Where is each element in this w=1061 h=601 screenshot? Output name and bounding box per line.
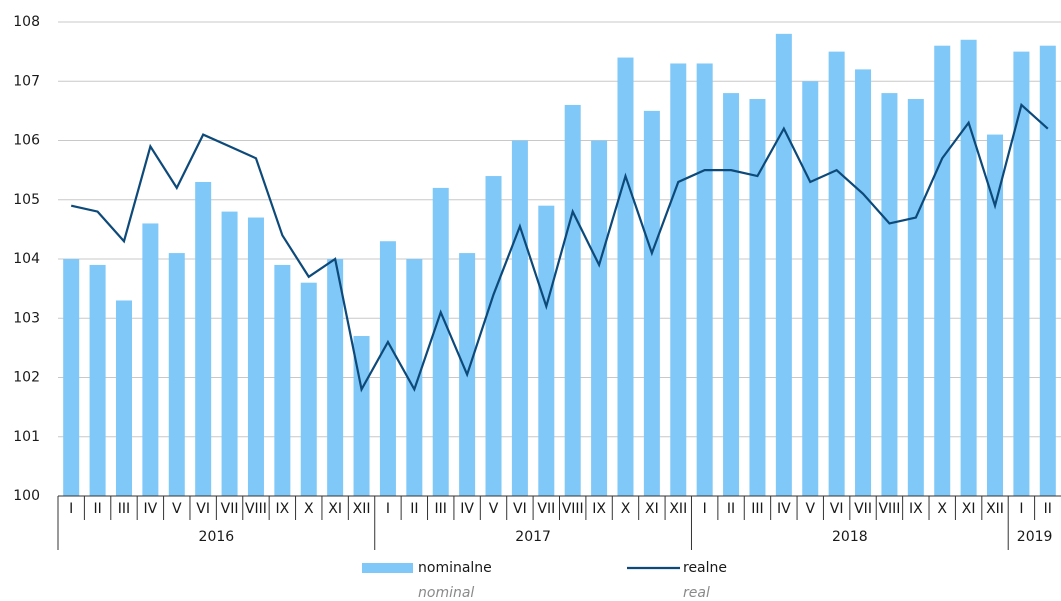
bar <box>881 93 898 496</box>
bar <box>723 93 740 496</box>
bar <box>643 110 660 496</box>
y-tick-label: 100 <box>13 488 40 504</box>
x-tick-label: IX <box>275 501 289 517</box>
y-tick-label: 105 <box>13 192 40 208</box>
x-tick-label: VII <box>221 501 239 517</box>
bar <box>300 282 317 496</box>
x-tick-label: XI <box>328 501 342 517</box>
x-tick-label: XI <box>645 501 659 517</box>
x-tick-label: III <box>118 501 130 517</box>
bar <box>406 259 423 496</box>
bar <box>63 259 80 496</box>
bar <box>907 99 924 497</box>
x-tick-label: II <box>1044 501 1052 517</box>
x-tick-label: X <box>621 501 631 517</box>
y-tick-label: 102 <box>13 370 40 386</box>
x-tick-label: VIII <box>245 501 267 517</box>
year-label: 2019 <box>1017 529 1053 545</box>
x-tick-label: I <box>386 501 390 517</box>
x-tick-label: XI <box>962 501 976 517</box>
x-tick-label: IX <box>909 501 923 517</box>
x-tick-label: V <box>172 501 182 517</box>
x-tick-label: V <box>805 501 815 517</box>
bar <box>142 223 159 496</box>
x-tick-label: XII <box>669 501 687 517</box>
x-tick-label: V <box>489 501 499 517</box>
bar <box>221 211 238 496</box>
x-tick-label: VIII <box>562 501 584 517</box>
legend-label: realne <box>683 560 727 576</box>
bar <box>591 140 608 496</box>
legend-label-en: nominal <box>418 585 474 601</box>
x-tick-label: X <box>937 501 947 517</box>
bar <box>855 69 872 497</box>
x-tick-label: I <box>69 501 73 517</box>
x-tick-label: IV <box>144 501 158 517</box>
bar <box>115 300 132 496</box>
bar <box>749 99 766 497</box>
bar <box>696 63 713 496</box>
bar <box>564 104 581 496</box>
bar <box>987 134 1004 496</box>
bar <box>379 241 396 496</box>
bar <box>327 259 344 496</box>
bar <box>775 33 792 496</box>
year-label: 2018 <box>832 529 868 545</box>
x-tick-label: II <box>727 501 735 517</box>
x-tick-label: XII <box>986 501 1004 517</box>
x-tick-label: II <box>410 501 418 517</box>
bar <box>353 336 370 496</box>
x-tick-label: VI <box>513 501 527 517</box>
y-tick-label: 106 <box>13 133 40 149</box>
bar <box>89 264 106 496</box>
year-label: 2017 <box>515 529 551 545</box>
x-tick-label: VII <box>537 501 555 517</box>
bar <box>485 176 502 497</box>
legend-label-en: real <box>683 585 710 601</box>
bar <box>247 217 264 496</box>
bar <box>960 39 977 497</box>
bar <box>274 264 291 496</box>
x-tick-label: I <box>1019 501 1023 517</box>
x-tick-label: VII <box>854 501 872 517</box>
x-tick-label: VI <box>830 501 844 517</box>
y-tick-label: 103 <box>13 310 40 326</box>
x-tick-label: VI <box>196 501 210 517</box>
x-tick-label: IX <box>592 501 606 517</box>
bar <box>1013 51 1030 496</box>
x-tick-label: III <box>751 501 763 517</box>
bar <box>538 205 555 497</box>
y-tick-label: 108 <box>13 14 40 30</box>
x-tick-label: I <box>703 501 707 517</box>
legend-swatch <box>362 563 413 573</box>
line <box>70 102 1049 393</box>
x-tick-label: X <box>304 501 314 517</box>
x-tick-label: XII <box>353 501 371 517</box>
bar <box>802 81 819 496</box>
x-tick-label: IV <box>777 501 791 517</box>
bar <box>617 57 634 497</box>
year-label: 2016 <box>199 529 235 545</box>
y-tick-label: 104 <box>13 251 40 267</box>
bar <box>511 140 528 496</box>
x-tick-label: II <box>93 501 101 517</box>
bar <box>934 45 951 496</box>
bar <box>670 63 687 496</box>
y-tick-label: 101 <box>13 429 40 445</box>
bar <box>1039 45 1056 496</box>
x-tick-label: VIII <box>878 501 900 517</box>
y-tick-label: 107 <box>13 73 40 89</box>
bar <box>828 51 845 496</box>
x-tick-label: III <box>435 501 447 517</box>
bar <box>432 187 449 496</box>
legend-label: nominalne <box>418 560 492 576</box>
bar <box>168 253 185 496</box>
bar <box>195 181 212 496</box>
x-tick-label: IV <box>460 501 474 517</box>
